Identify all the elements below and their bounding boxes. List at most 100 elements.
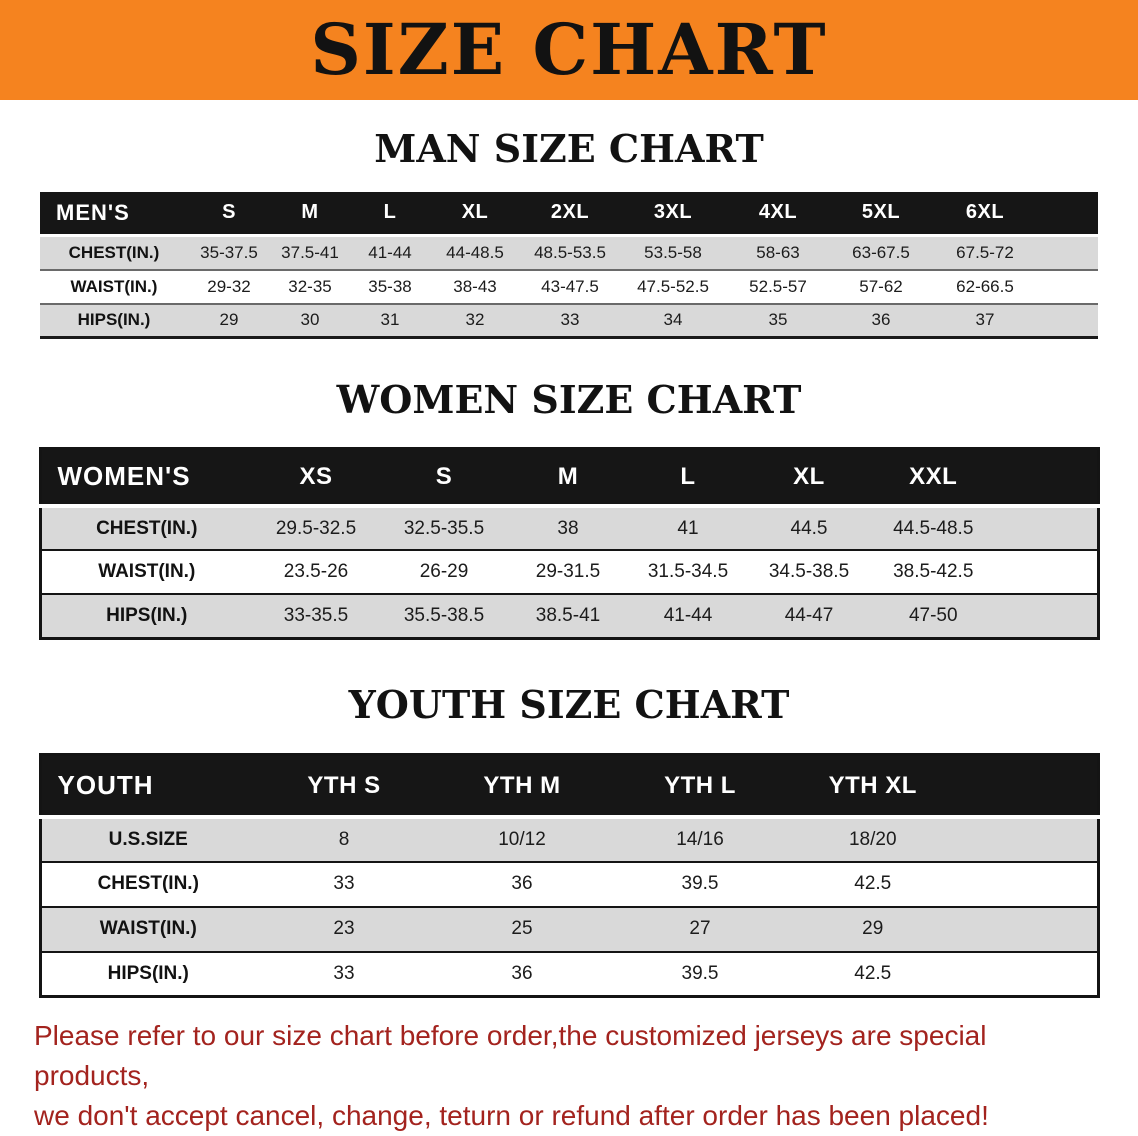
value-cell: 35-38	[350, 268, 430, 304]
size-column-header: 2XL	[520, 191, 620, 238]
size-column-header: XXL	[870, 448, 1098, 509]
value-cell: 29-32	[188, 268, 270, 304]
size-column-header: 5XL	[830, 191, 932, 238]
size-column-header: M	[508, 448, 628, 509]
measurement-row: CHEST(IN.) 35-37.5 37.5-41 41-44 44-48.5 48.5…	[40, 235, 1098, 270]
measurement-row: WAIST(IN.) 23 25 27 29	[40, 905, 1098, 952]
value-cell: 29	[789, 905, 1098, 952]
disclaimer-text: Please refer to our size chart before or…	[0, 1016, 1138, 1135]
size-column-header: S	[380, 448, 508, 509]
measurement-row: HIPS(IN.) 29 30 31 32 33 34 35 36 37	[40, 302, 1098, 338]
size-column-header: YTH XL	[789, 754, 1098, 819]
value-cell: 35-37.5	[200, 242, 258, 262]
measurement-row: CHEST(IN.) 29.5-32.5 32.5-35.5 38 41 44.5 44.5…	[40, 506, 1098, 551]
value-cell: 41-44	[628, 593, 748, 639]
size-column-header: 6XL	[932, 191, 1098, 238]
women-section-heading: WOMEN SIZE CHART	[336, 377, 802, 423]
value-cell: 33	[255, 950, 433, 997]
value-cell: 42.5	[789, 860, 1098, 907]
row-label-cell: CHEST(IN.)	[96, 517, 198, 539]
value-cell: 32	[430, 302, 520, 338]
row-label-cell: CHEST(IN.)	[40, 860, 255, 907]
table-title-cell: WOMEN'S	[40, 448, 252, 509]
measurement-row: U.S.SIZE 8 10/12 14/16 18/20	[40, 816, 1098, 862]
value-cell: 53.5-58	[644, 242, 702, 262]
value-cell: 32.5-35.5	[403, 517, 485, 539]
value-cell: 38-43	[430, 268, 520, 304]
value-cell: 8	[338, 828, 350, 850]
value-cell: 43-47.5	[520, 268, 620, 304]
table-title-cell: MEN'S	[40, 191, 188, 238]
value-cell: 47-50	[870, 593, 1098, 639]
men-size-section: MAN SIZE CHART MEN'S S M L XL 2XL 3XL 4XL 5XL 6XL…	[0, 126, 1138, 340]
value-cell: 47.5-52.5	[620, 268, 726, 304]
value-cell: 33	[255, 860, 433, 907]
value-cell: 33	[520, 302, 620, 338]
row-label-cell: HIPS(IN.)	[40, 950, 255, 997]
size-column-header: YTH L	[611, 754, 789, 819]
value-cell: 36	[433, 860, 611, 907]
size-column-header: XS	[252, 448, 380, 509]
value-cell: 38	[557, 517, 579, 539]
value-cell: 35	[726, 302, 830, 338]
value-cell: 39.5	[611, 950, 789, 997]
measurement-row: WAIST(IN.) 29-32 32-35 35-38 38-43 43-47.5 47.…	[40, 268, 1098, 304]
value-cell: 58-63	[756, 242, 800, 262]
size-column-header: 4XL	[726, 191, 830, 238]
value-cell: 32-35	[270, 268, 350, 304]
size-column-header: YTH M	[433, 754, 611, 819]
value-cell: 57-62	[830, 268, 932, 304]
men-size-table: MEN'S S M L XL 2XL 3XL 4XL 5XL 6XL CHEST(IN.) 35-3…	[40, 191, 1098, 340]
value-cell: 36	[433, 950, 611, 997]
value-cell: 44.5-48.5	[893, 517, 974, 539]
disclaimer-line-1: Please refer to our size chart before or…	[34, 1020, 987, 1092]
value-cell: 31.5-34.5	[628, 549, 748, 595]
value-cell: 33-35.5	[252, 593, 380, 639]
size-column-header: 3XL	[620, 191, 726, 238]
measurement-row: HIPS(IN.) 33 36 39.5 42.5	[40, 950, 1098, 997]
value-cell: 52.5-57	[726, 268, 830, 304]
value-cell: 41	[677, 517, 699, 539]
size-column-header: S	[188, 191, 270, 238]
men-section-heading: MAN SIZE CHART	[374, 126, 764, 171]
size-column-header: L	[628, 448, 748, 509]
measurement-row: CHEST(IN.) 33 36 39.5 42.5	[40, 860, 1098, 907]
value-cell: 48.5-53.5	[534, 242, 606, 262]
size-column-header: XL	[748, 448, 870, 509]
value-cell: 37	[932, 302, 1098, 338]
disclaimer-line-2: we don't accept cancel, change, teturn o…	[34, 1099, 989, 1131]
value-cell: 67.5-72	[956, 242, 1014, 262]
value-cell: 25	[433, 905, 611, 952]
value-cell: 29.5-32.5	[275, 517, 357, 539]
value-cell: 27	[611, 905, 789, 952]
value-cell: 29-31.5	[508, 549, 628, 595]
value-cell: 29	[188, 302, 270, 338]
value-cell: 34	[620, 302, 726, 338]
table-title-cell: YOUTH	[40, 754, 255, 819]
value-cell: 26-29	[380, 549, 508, 595]
size-column-header: L	[350, 191, 430, 238]
row-label-cell: WAIST(IN.)	[40, 268, 188, 304]
value-cell: 42.5	[789, 950, 1098, 997]
value-cell: 41-44	[368, 242, 412, 262]
youth-size-table: YOUTH YTH S YTH M YTH L YTH XL U.S.SIZE 8 10/1…	[38, 753, 1100, 999]
table-header-row: MEN'S S M L XL 2XL 3XL 4XL 5XL 6XL	[40, 191, 1098, 238]
women-size-table: WOMEN'S XS S M L XL XXL CHEST(IN.) 29.5-32.5 32.…	[38, 446, 1100, 640]
value-cell: 38.5-42.5	[870, 549, 1098, 595]
value-cell: 44.5	[790, 517, 828, 539]
size-chart-banner: SIZE CHART	[0, 0, 1138, 100]
value-cell: 37.5-41	[281, 242, 339, 262]
value-cell: 18/20	[848, 828, 897, 850]
size-column-header: YTH S	[255, 754, 433, 819]
row-label-cell: WAIST(IN.)	[40, 549, 252, 595]
value-cell: 44-48.5	[446, 242, 504, 262]
size-column-header: M	[270, 191, 350, 238]
row-label-cell: U.S.SIZE	[108, 828, 188, 850]
size-column-header: XL	[430, 191, 520, 238]
measurement-row: WAIST(IN.) 23.5-26 26-29 29-31.5 31.5-34.5 34…	[40, 549, 1098, 595]
table-header-row: YOUTH YTH S YTH M YTH L YTH XL	[40, 754, 1098, 819]
youth-section-heading: YOUTH SIZE CHART	[348, 681, 790, 727]
value-cell: 38.5-41	[508, 593, 628, 639]
youth-size-section: YOUTH SIZE CHART YOUTH YTH S YTH M YTH L YTH…	[0, 682, 1138, 999]
